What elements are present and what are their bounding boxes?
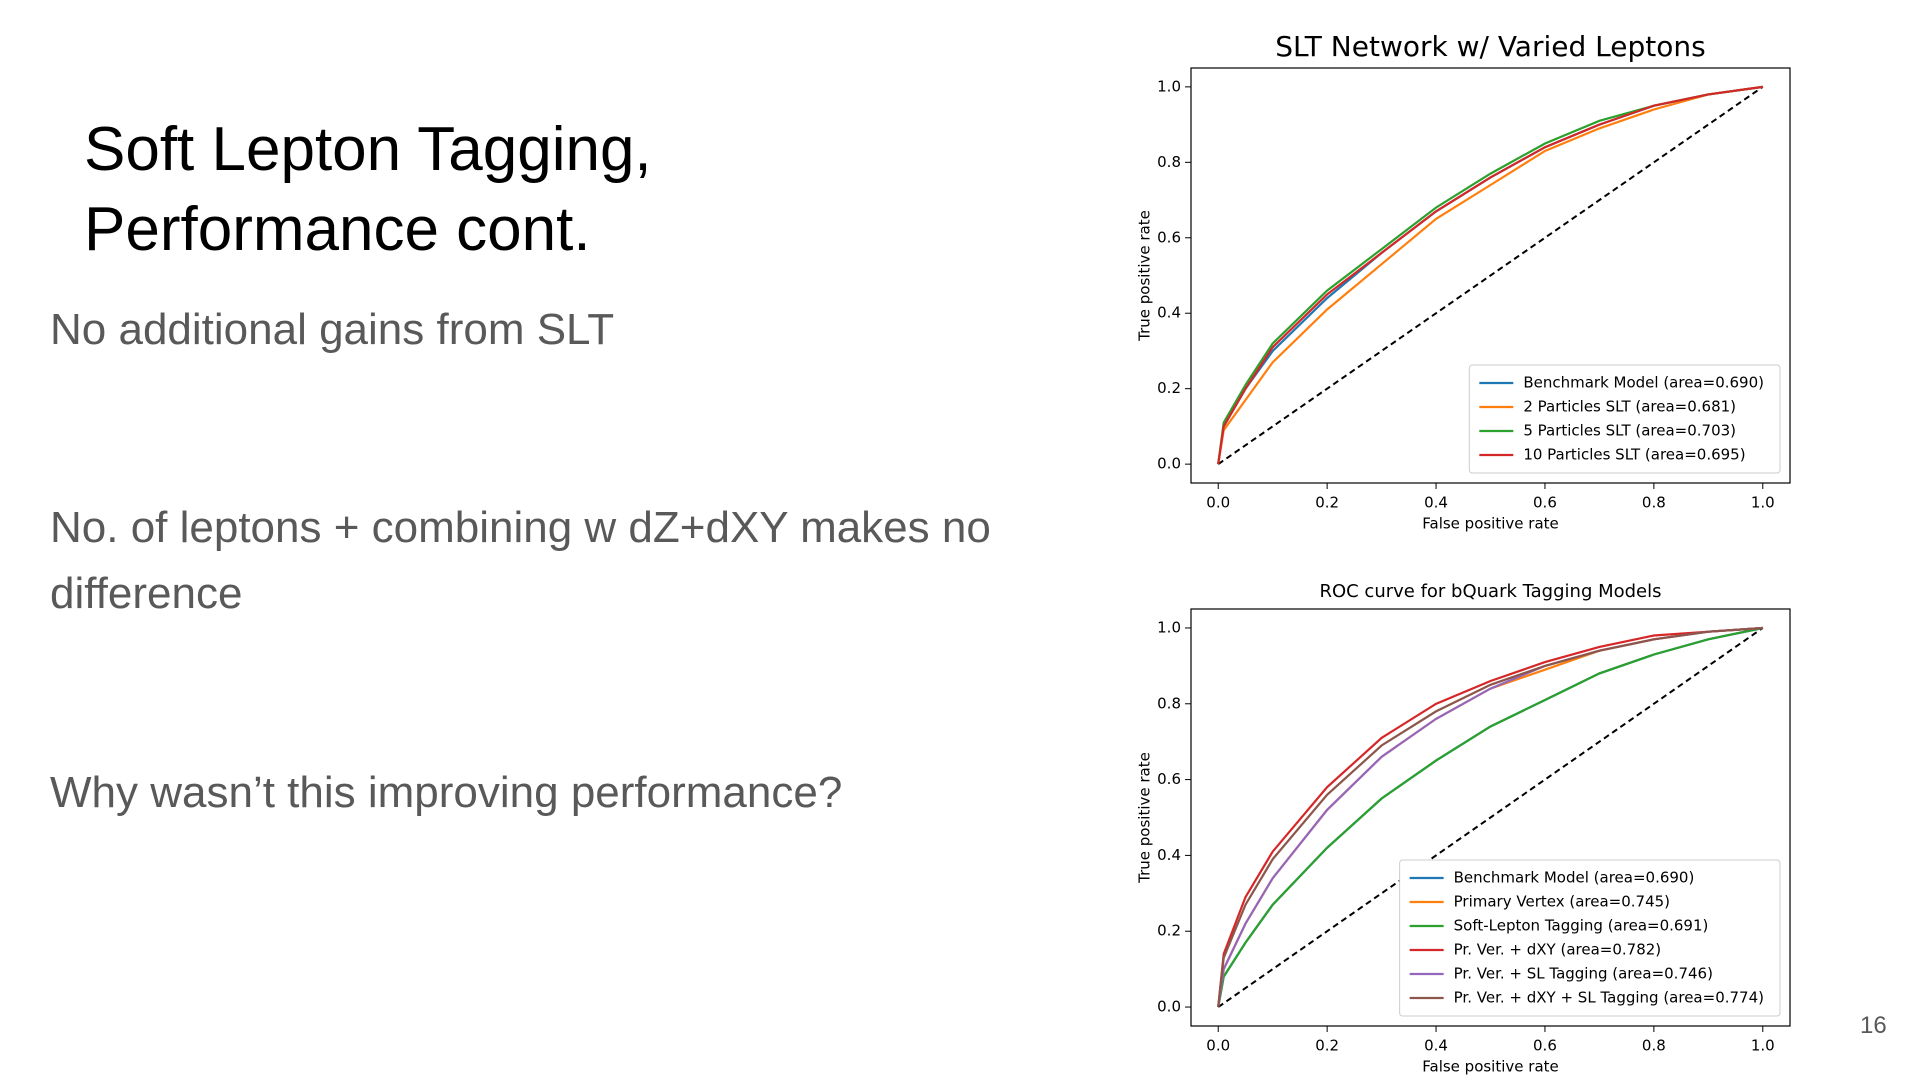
x-tick-label: 0.8 <box>1642 494 1666 512</box>
slide-title: Soft Lepton Tagging, Performance cont. <box>84 110 652 270</box>
legend-label: Pr. Ver. + dXY + SL Tagging (area=0.774) <box>1454 989 1764 1007</box>
legend-label: Soft-Lepton Tagging (area=0.691) <box>1454 917 1709 935</box>
y-tick-label: 1.0 <box>1157 77 1181 95</box>
legend-label: 5 Particles SLT (area=0.703) <box>1523 422 1736 440</box>
y-tick-label: 0.0 <box>1157 455 1181 473</box>
x-tick-label: 0.6 <box>1533 494 1557 512</box>
bullet: No. of leptons + combining w dZ+dXY make… <box>50 503 991 618</box>
y-tick-label: 1.0 <box>1157 618 1181 636</box>
y-tick-label: 0.6 <box>1157 228 1181 246</box>
x-axis-label: False positive rate <box>1422 515 1559 533</box>
y-axis-label: True positive rate <box>1136 210 1154 342</box>
x-tick-label: 0.2 <box>1315 494 1339 512</box>
x-tick-label: 1.0 <box>1751 1037 1775 1055</box>
legend: Benchmark Model (area=0.690) Primary Vert… <box>1399 859 1781 1017</box>
x-tick-label: 0.4 <box>1424 1037 1448 1055</box>
legend-label: Pr. Ver. + SL Tagging (area=0.746) <box>1454 965 1713 983</box>
legend-label: Benchmark Model (area=0.690) <box>1523 374 1764 392</box>
y-tick-label: 0.0 <box>1157 998 1181 1016</box>
title-line: Performance cont. <box>84 195 591 264</box>
chart-title: ROC curve for bQuark Tagging Models <box>1319 581 1661 602</box>
legend: Benchmark Model (area=0.690) 2 Particles … <box>1468 364 1781 474</box>
chance-line <box>1217 627 1764 1008</box>
legend-frame <box>1399 859 1781 1017</box>
legend-label: Pr. Ver. + dXY (area=0.782) <box>1454 941 1662 959</box>
roc-curve <box>1217 85 1763 465</box>
bullet: No additional gains from SLT <box>50 305 615 354</box>
legend-label: Primary Vertex (area=0.745) <box>1454 893 1670 911</box>
y-tick-label: 0.8 <box>1157 153 1181 171</box>
x-tick-label: 0.4 <box>1424 494 1448 512</box>
x-axis-label: False positive rate <box>1422 1058 1559 1076</box>
x-tick-label: 0.8 <box>1642 1037 1666 1055</box>
title-line: Soft Lepton Tagging, <box>84 115 652 184</box>
y-tick-label: 0.6 <box>1157 770 1181 788</box>
y-tick-label: 0.8 <box>1157 694 1181 712</box>
x-tick-label: 0.0 <box>1206 1037 1230 1055</box>
x-tick-label: 1.0 <box>1751 494 1775 512</box>
chart-title: SLT Network w/ Varied Leptons <box>1275 30 1705 63</box>
legend-label: 10 Particles SLT (area=0.695) <box>1523 446 1745 464</box>
y-tick-label: 0.4 <box>1157 846 1181 864</box>
y-tick-label: 0.2 <box>1157 922 1181 940</box>
legend-frame <box>1468 364 1781 474</box>
page-number: 16 <box>1860 1012 1887 1039</box>
roc-curve <box>1217 626 1763 1008</box>
roc-curve <box>1217 626 1764 1008</box>
bullet: Why wasn’t this improving performance? <box>50 768 843 817</box>
legend-label: Benchmark Model (area=0.690) <box>1454 869 1695 887</box>
x-tick-label: 0.2 <box>1315 1037 1339 1055</box>
roc-curve <box>1217 626 1763 1008</box>
y-tick-label: 0.4 <box>1157 304 1181 322</box>
plot-frame <box>1190 67 1791 484</box>
plot-frame <box>1190 608 1791 1027</box>
roc-curve <box>1217 85 1763 465</box>
y-axis-label: True positive rate <box>1136 752 1154 884</box>
x-tick-label: 0.0 <box>1206 494 1230 512</box>
legend-label: 2 Particles SLT (area=0.681) <box>1523 398 1736 416</box>
y-tick-label: 0.2 <box>1157 379 1181 397</box>
x-tick-label: 0.6 <box>1533 1037 1557 1055</box>
chance-line <box>1217 86 1764 465</box>
